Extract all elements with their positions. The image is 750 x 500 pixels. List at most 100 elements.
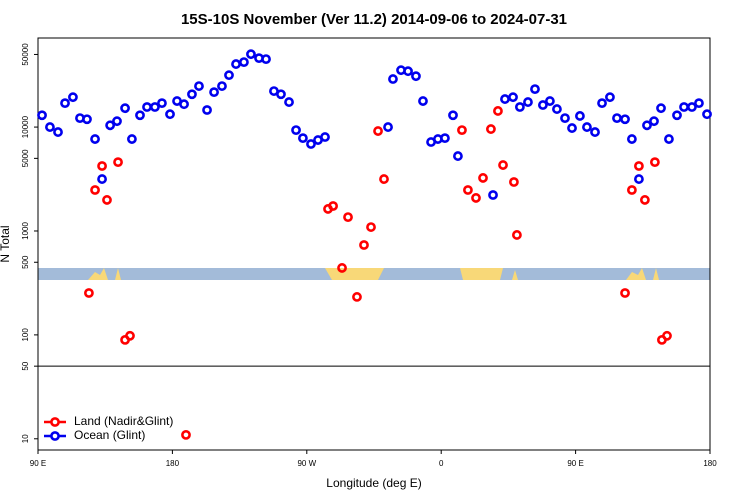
x-tick-label: 90 E (30, 459, 46, 468)
x-tick-label: 90 W (297, 459, 316, 468)
point (112, 116, 122, 127)
point (411, 71, 421, 82)
point (463, 185, 473, 195)
y-tick-label: 500 (21, 255, 30, 269)
point (649, 157, 660, 168)
point (125, 330, 135, 341)
point (298, 133, 308, 144)
point (60, 98, 70, 109)
plot-frame (37, 37, 711, 451)
point (291, 125, 301, 136)
land-band (653, 268, 659, 280)
point (352, 292, 362, 302)
point (649, 116, 659, 127)
land-band (115, 268, 121, 280)
point (687, 102, 697, 112)
point (597, 98, 607, 109)
point (679, 102, 689, 112)
y-tick-label: 10 (21, 434, 30, 443)
point (530, 84, 540, 95)
point (97, 161, 107, 171)
point (512, 230, 522, 240)
point (261, 54, 271, 65)
point (359, 240, 369, 250)
point (448, 110, 458, 121)
x-tick-label: 90 E (567, 459, 583, 468)
point (457, 125, 467, 136)
x-tick-label: 0 (439, 459, 444, 468)
point (552, 104, 562, 114)
point (165, 109, 175, 120)
legend-label: Ocean (Glint) (74, 428, 145, 442)
land-band (512, 270, 518, 280)
point (626, 185, 637, 195)
point (639, 195, 650, 205)
point (45, 122, 55, 132)
land-band (626, 268, 646, 280)
point (97, 174, 107, 184)
point (202, 105, 212, 115)
legend-marker (50, 417, 60, 427)
point (634, 161, 644, 171)
point (102, 195, 112, 205)
point (90, 185, 100, 195)
point (514, 102, 525, 112)
point (135, 110, 145, 121)
point (239, 57, 249, 68)
y-tick-label: 100 (21, 328, 30, 342)
point (694, 98, 704, 109)
point (560, 113, 570, 124)
point (120, 103, 130, 114)
land-band (325, 268, 384, 280)
point (664, 134, 674, 144)
point (68, 92, 78, 103)
point (478, 173, 488, 183)
y-tick-label: 50 (21, 361, 30, 370)
point (53, 127, 63, 137)
point (276, 89, 286, 100)
point (284, 97, 294, 107)
point (150, 102, 160, 112)
x-axis-label: Longitude (deg E) (326, 476, 421, 490)
point (626, 134, 637, 144)
point (328, 201, 338, 211)
y-tick-label: 5000 (21, 149, 30, 167)
point (702, 109, 712, 120)
point (343, 212, 353, 223)
point (612, 113, 622, 124)
point (509, 177, 519, 187)
point (231, 59, 241, 69)
point (373, 126, 383, 136)
point (113, 157, 123, 168)
point (545, 96, 555, 106)
point (209, 87, 219, 98)
point (90, 134, 100, 144)
point (672, 110, 682, 121)
land-band (460, 268, 503, 280)
point (656, 103, 666, 114)
x-tick-label: 180 (166, 459, 180, 468)
point (620, 288, 630, 298)
point (634, 174, 644, 184)
point (575, 111, 585, 121)
point (383, 122, 393, 132)
point (388, 74, 398, 84)
point (582, 122, 592, 132)
point (471, 193, 481, 203)
point (453, 151, 463, 161)
point (246, 49, 256, 60)
point (508, 92, 518, 103)
point (498, 160, 508, 170)
point (567, 123, 577, 133)
y-axis-label: N Total (0, 225, 12, 262)
point (105, 120, 116, 131)
land-band (88, 268, 108, 280)
point (605, 92, 615, 103)
point (590, 127, 600, 137)
x-tick-label: 180 (703, 459, 717, 468)
point (37, 110, 47, 121)
point (142, 102, 152, 112)
point (127, 134, 137, 144)
y-tick-label: 1000 (21, 222, 30, 240)
